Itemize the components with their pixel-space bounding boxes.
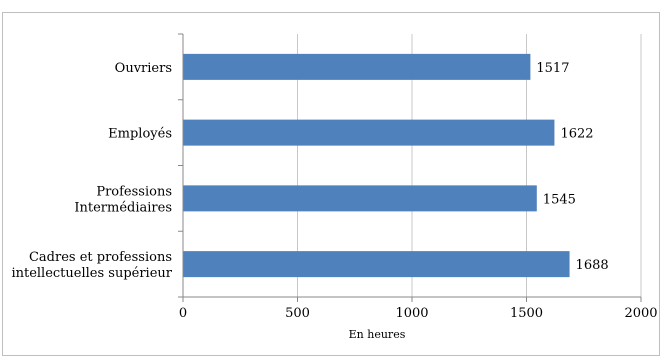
x-tick-label: 500 bbox=[285, 306, 310, 321]
category-label-line: Ouvriers bbox=[115, 61, 172, 76]
category-label-line: Intermédiaires bbox=[74, 200, 172, 215]
axes bbox=[178, 33, 642, 302]
category-label-2: Professions Intermédiaires bbox=[74, 184, 172, 215]
labels: 0 500 1000 1500 2000 1517 Ouvriers 1622 Employés… bbox=[11, 61, 657, 321]
bar-1 bbox=[183, 119, 555, 146]
category-label-0: Ouvriers bbox=[115, 61, 172, 76]
category-label-1: Employés bbox=[108, 127, 172, 142]
bar-3 bbox=[183, 251, 570, 278]
bar-2 bbox=[183, 185, 537, 212]
x-tick-label: 2000 bbox=[624, 306, 657, 321]
value-label-2: 1545 bbox=[543, 192, 576, 207]
value-label-0: 1517 bbox=[536, 61, 569, 76]
x-tick-label: 1000 bbox=[395, 306, 428, 321]
category-label-line: Professions bbox=[96, 184, 172, 199]
category-label-line: Cadres et professions bbox=[29, 250, 172, 265]
x-tick-label: 1500 bbox=[510, 306, 543, 321]
value-label-1: 1622 bbox=[560, 127, 593, 142]
x-tick-label: 0 bbox=[179, 306, 187, 321]
category-label-line: intellectuelles supérieur bbox=[11, 266, 172, 281]
value-label-3: 1688 bbox=[576, 258, 609, 273]
x-axis-title: En heures bbox=[349, 328, 406, 341]
category-label-line: Employés bbox=[108, 127, 172, 142]
bars bbox=[183, 53, 570, 278]
bar-0 bbox=[183, 53, 531, 80]
category-label-3: Cadres et professions intellectuelles sup… bbox=[11, 250, 172, 281]
